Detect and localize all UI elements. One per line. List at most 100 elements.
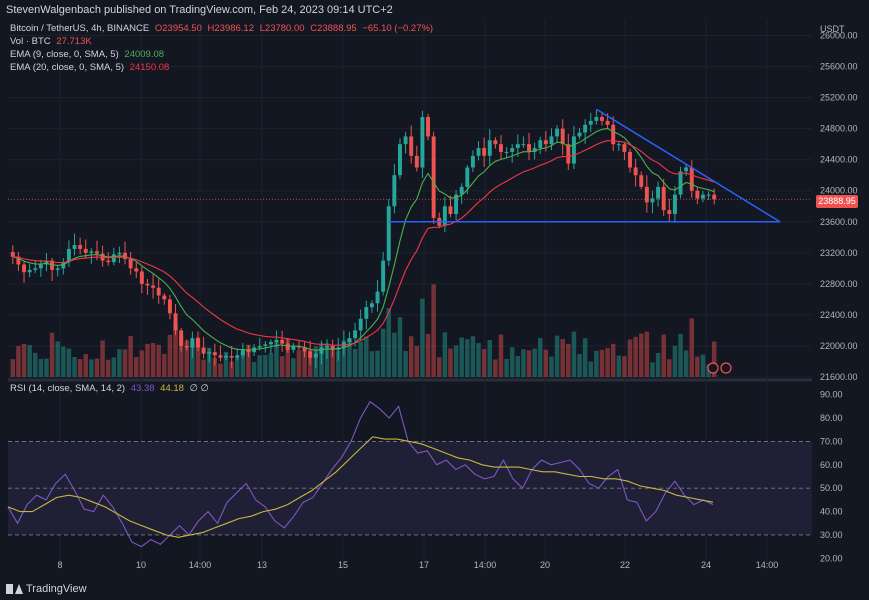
volume-bar (420, 298, 425, 377)
price-tick-label: 23600.00 (820, 217, 858, 227)
candle-body (55, 268, 60, 270)
ema9-legend[interactable]: EMA (9, close, 0, SMA, 5) 24009.08 (10, 49, 167, 60)
candle-body (633, 167, 638, 176)
volume-legend[interactable]: Vol · BTC 27.713K (10, 36, 95, 47)
candle-body (184, 345, 189, 348)
volume-bar (650, 362, 655, 377)
volume-bar (622, 356, 627, 377)
candle-body (139, 271, 144, 284)
rsi-tick-label: 30.00 (820, 530, 843, 540)
candle-body (117, 252, 122, 255)
price-tick-label: 25200.00 (820, 93, 858, 103)
volume-bar (235, 357, 240, 377)
time-tick-label: 24 (701, 560, 711, 570)
volume-bar (711, 341, 717, 377)
volume-bar (251, 361, 257, 377)
volume-bar (380, 328, 386, 377)
volume-bar (122, 349, 128, 377)
volume-bar (167, 334, 173, 377)
candle-body (330, 345, 335, 350)
volume-bar (352, 348, 358, 377)
volume-bar (571, 331, 577, 377)
candle-body (538, 140, 543, 149)
time-tick-label: 8 (57, 560, 62, 570)
volume-bar (324, 343, 330, 377)
volume-bar (240, 352, 246, 377)
price-axis[interactable]: 26000.00 25600.00 25200.00 24800.00 24400.00… (820, 31, 858, 382)
candle-body (369, 303, 374, 308)
volume-bar (554, 335, 560, 377)
tradingview-footer[interactable]: TradingView (6, 583, 87, 595)
volume-bar (263, 354, 268, 377)
volume-bar (577, 354, 582, 377)
triangle-drawing[interactable] (388, 108, 781, 374)
volume-bar (392, 332, 397, 377)
candle-body (106, 260, 111, 263)
candle-body (268, 342, 273, 345)
candle-body (543, 140, 548, 145)
candle-body (274, 339, 279, 343)
volume-bar (605, 348, 610, 377)
candle-body (667, 210, 672, 215)
volume-bar (582, 338, 588, 377)
time-tick-label: 17 (419, 560, 429, 570)
candle-body (156, 287, 161, 296)
volume-bar (330, 345, 335, 377)
ema20-legend[interactable]: EMA (20, close, 0, SMA, 5) 24150.08 (10, 62, 172, 73)
candle-body (240, 349, 245, 356)
candle-body (44, 260, 49, 265)
volume-bar (150, 342, 156, 377)
volume-bar (229, 361, 234, 377)
candle-body (611, 124, 616, 145)
low-value: L23780.00 (259, 23, 305, 34)
volume-bar (493, 359, 498, 377)
volume-bar (689, 318, 694, 377)
volume-bar (481, 349, 487, 377)
rsi-lines (7, 400, 714, 548)
candle-body (560, 128, 565, 145)
price-tick-label: 22400.00 (820, 310, 858, 320)
candle-body (661, 186, 666, 211)
symbol-legend[interactable]: Bitcoin / TetherUS, 4h, BINANCE O23954.5… (10, 23, 436, 34)
volume-bar (134, 357, 139, 377)
price-tick-label: 22000.00 (820, 341, 858, 351)
price-pane[interactable] (8, 20, 812, 377)
volume-bar (655, 352, 661, 377)
volume-bar (678, 333, 683, 377)
candle-body (162, 295, 167, 300)
candle-body (571, 136, 576, 164)
volume-bar (111, 357, 117, 377)
volume-bar (459, 337, 464, 377)
volume-bar (83, 354, 88, 377)
volume-bar (16, 346, 21, 377)
candle-body (151, 285, 156, 288)
volume-bar (49, 332, 55, 377)
candle-body (527, 144, 531, 152)
candle-body (313, 353, 318, 358)
volume-bar (195, 337, 201, 377)
volume-bar (336, 350, 341, 377)
volume-bar (616, 355, 622, 377)
volume-bar (639, 333, 644, 377)
volume-bar (139, 350, 145, 377)
volume-bar (44, 358, 49, 377)
time-tick-label: 20 (540, 560, 550, 570)
candle-body (448, 206, 453, 215)
volume-bar (291, 358, 296, 377)
volume-bar (77, 358, 83, 377)
candle-body (78, 245, 83, 249)
volume-bar (279, 356, 285, 377)
volume-bar (257, 355, 262, 377)
candle-body (27, 269, 32, 273)
grid-lines (8, 20, 812, 570)
candle-body (179, 330, 184, 346)
last-price-tag: 23888.95 (816, 195, 858, 208)
rsi-axis[interactable]: 90.00 80.00 70.00 60.00 50.00 40.00 30.00 20.00 (820, 390, 843, 564)
volume-bar (156, 344, 161, 377)
volume-bar (633, 336, 638, 377)
price-tick-label: 24800.00 (820, 124, 858, 134)
volume-bar (498, 334, 504, 377)
time-axis[interactable]: 8 10 14:00 13 15 17 14:00 20 22 24 14:00 (57, 560, 778, 570)
rsi-legend[interactable]: RSI (14, close, SMA, 14, 2) 43.38 44.18 … (10, 383, 212, 394)
